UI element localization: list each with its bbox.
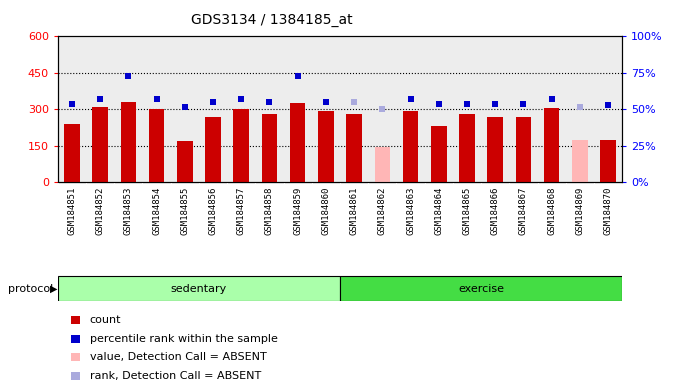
Text: exercise: exercise — [458, 284, 504, 294]
Bar — [425, 36, 453, 182]
Bar — [256, 36, 284, 182]
Text: GSM184867: GSM184867 — [519, 187, 528, 235]
Bar — [340, 276, 622, 301]
Bar — [515, 117, 531, 182]
Bar — [143, 36, 171, 182]
Bar — [594, 36, 622, 182]
Text: rank, Detection Call = ABSENT: rank, Detection Call = ABSENT — [90, 371, 261, 381]
Text: value, Detection Call = ABSENT: value, Detection Call = ABSENT — [90, 352, 267, 362]
Bar — [114, 36, 143, 182]
Bar — [600, 140, 616, 182]
Bar — [509, 36, 538, 182]
Text: GSM184870: GSM184870 — [604, 187, 613, 235]
Bar — [312, 36, 340, 182]
Bar — [227, 36, 256, 182]
Bar — [403, 111, 418, 182]
Text: GSM184851: GSM184851 — [67, 187, 76, 235]
Text: GSM184868: GSM184868 — [547, 187, 556, 235]
Bar — [262, 114, 277, 182]
Text: sedentary: sedentary — [171, 284, 227, 294]
Bar — [572, 140, 588, 182]
Bar — [396, 36, 425, 182]
Text: GSM184861: GSM184861 — [350, 187, 358, 235]
Bar — [318, 111, 334, 182]
Text: GSM184862: GSM184862 — [378, 187, 387, 235]
Bar — [488, 117, 503, 182]
Text: GSM184859: GSM184859 — [293, 187, 302, 235]
Text: GSM184860: GSM184860 — [322, 187, 330, 235]
Bar — [205, 117, 221, 182]
Bar — [459, 114, 475, 182]
Bar — [233, 109, 249, 182]
Bar — [58, 36, 86, 182]
Text: GSM184866: GSM184866 — [491, 187, 500, 235]
Bar — [453, 36, 481, 182]
Bar — [375, 147, 390, 182]
Text: GSM184856: GSM184856 — [209, 187, 218, 235]
Text: GSM184853: GSM184853 — [124, 187, 133, 235]
Bar — [92, 107, 108, 182]
Bar — [199, 36, 227, 182]
Bar — [86, 36, 114, 182]
Bar — [177, 141, 192, 182]
Bar — [544, 108, 560, 182]
Bar — [369, 36, 396, 182]
Bar — [340, 36, 369, 182]
Text: GSM184854: GSM184854 — [152, 187, 161, 235]
Text: GSM184852: GSM184852 — [96, 187, 105, 235]
Bar — [58, 276, 340, 301]
Bar — [346, 114, 362, 182]
Text: ▶: ▶ — [50, 284, 57, 294]
Bar — [64, 124, 80, 182]
Text: GSM184869: GSM184869 — [575, 187, 584, 235]
Bar — [284, 36, 312, 182]
Bar — [566, 36, 594, 182]
Text: GSM184864: GSM184864 — [435, 187, 443, 235]
Bar — [171, 36, 199, 182]
Text: GSM184855: GSM184855 — [180, 187, 189, 235]
Text: GDS3134 / 1384185_at: GDS3134 / 1384185_at — [191, 13, 353, 27]
Bar — [538, 36, 566, 182]
Bar — [120, 102, 136, 182]
Bar — [149, 109, 165, 182]
Text: GSM184863: GSM184863 — [406, 187, 415, 235]
Text: GSM184857: GSM184857 — [237, 187, 245, 235]
Text: GSM184865: GSM184865 — [462, 187, 471, 235]
Text: percentile rank within the sample: percentile rank within the sample — [90, 334, 277, 344]
Text: count: count — [90, 315, 121, 325]
Bar — [290, 103, 305, 182]
Bar — [431, 126, 447, 182]
Bar — [481, 36, 509, 182]
Text: protocol: protocol — [8, 284, 54, 294]
Text: GSM184858: GSM184858 — [265, 187, 274, 235]
